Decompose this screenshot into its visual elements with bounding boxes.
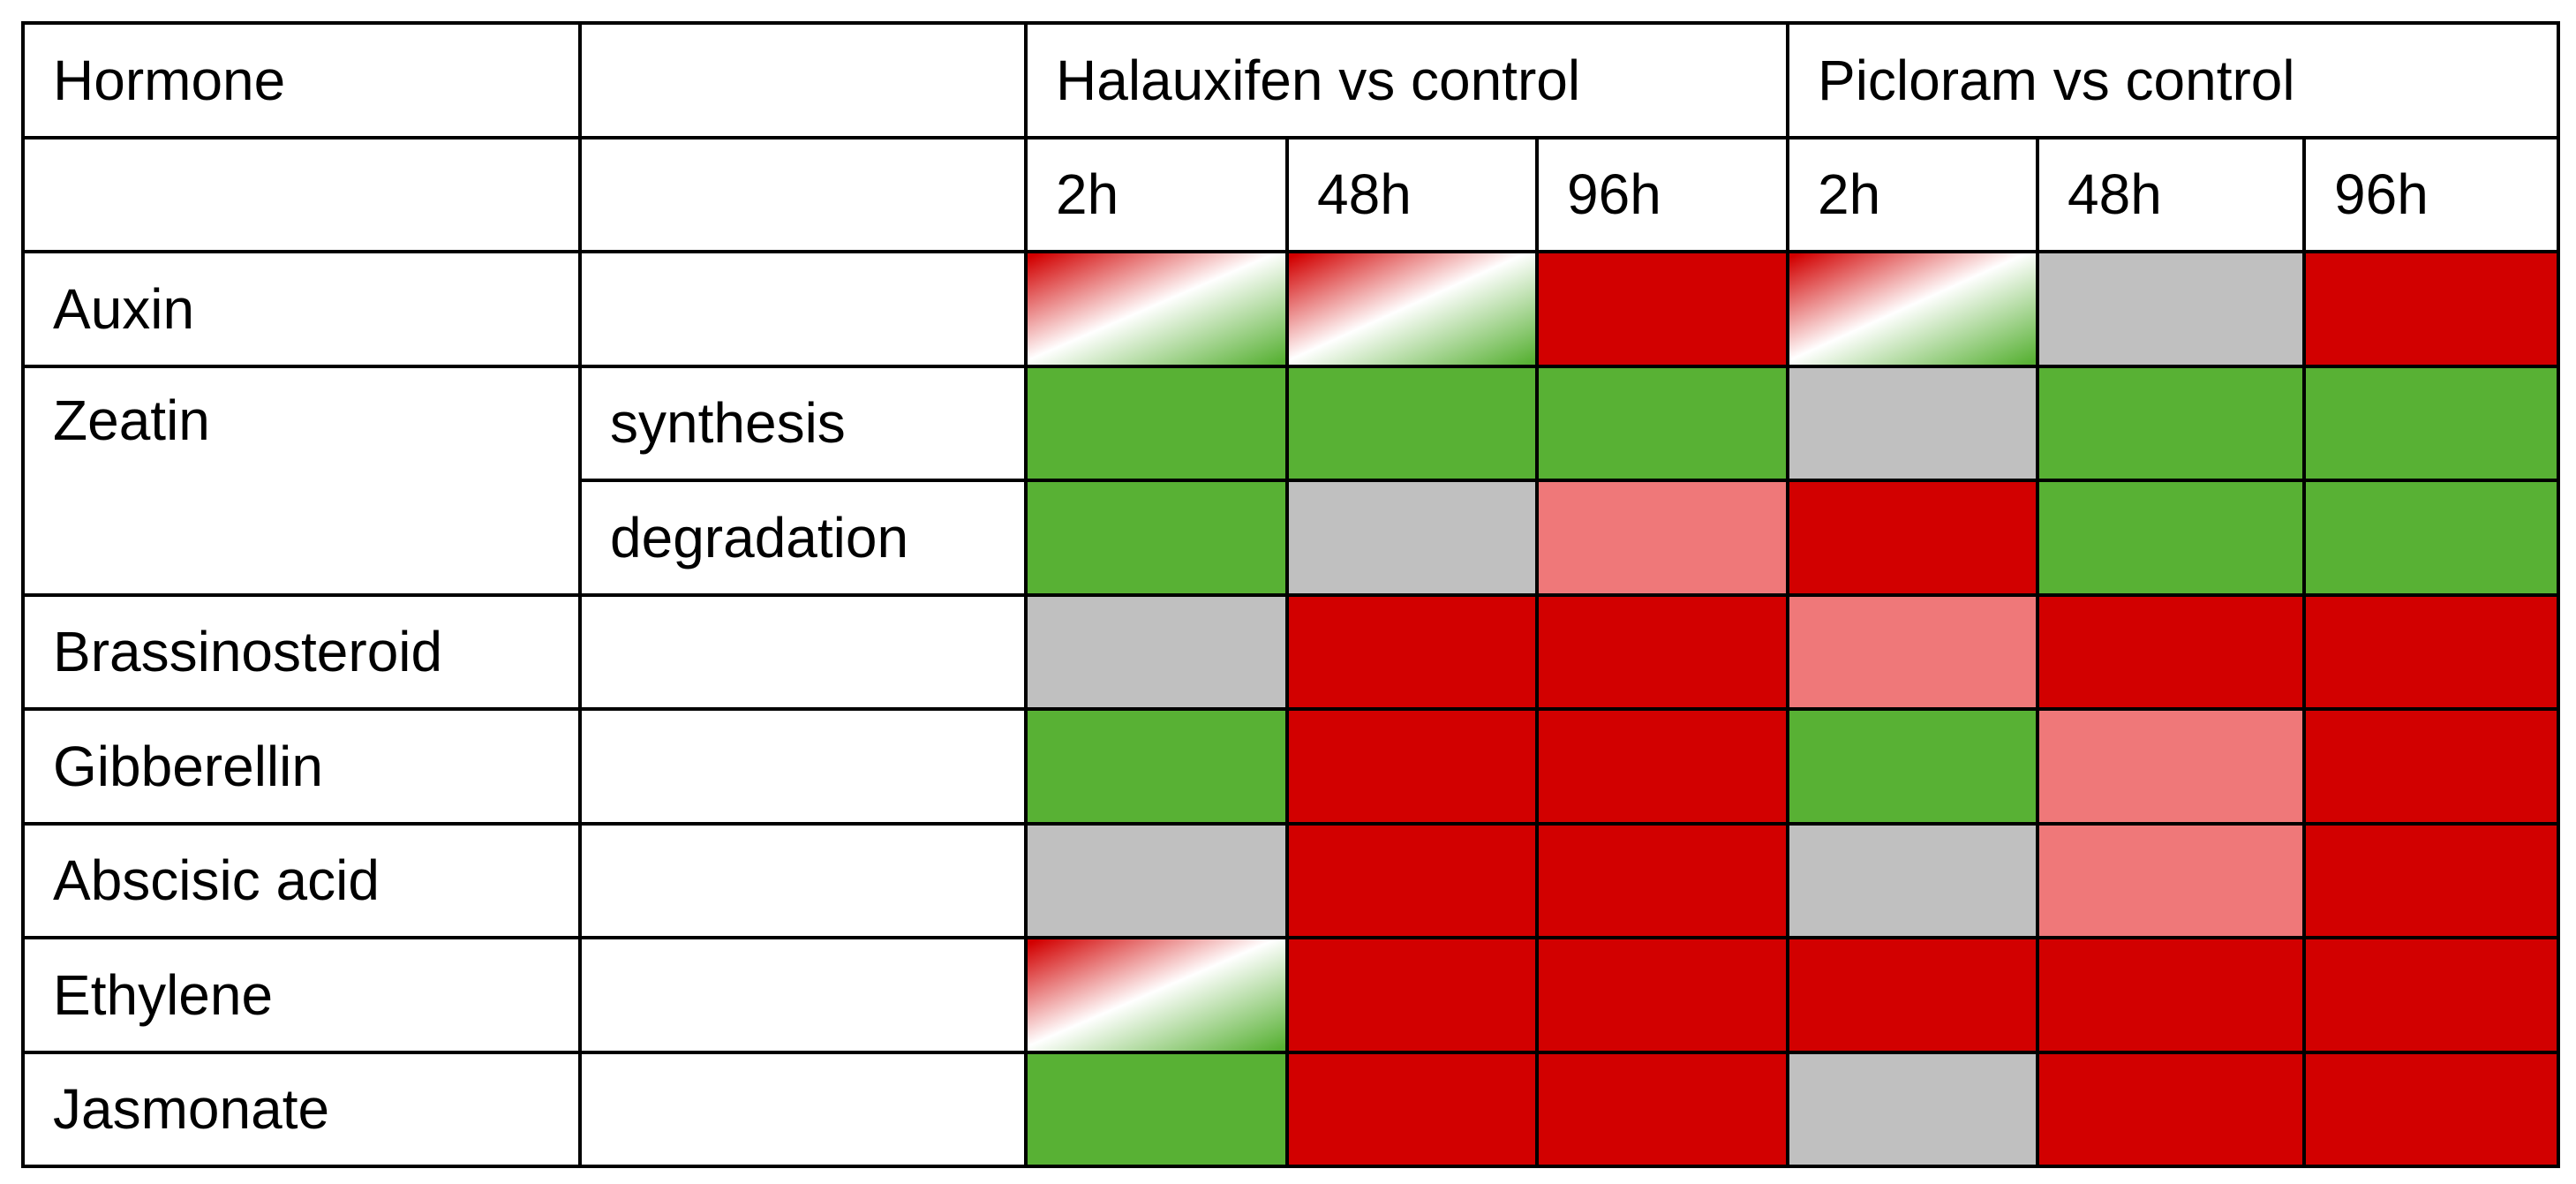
subtype-header — [578, 21, 1028, 140]
heatmap-cell-halauxifen-48h — [1285, 707, 1539, 826]
timepoint-header-halauxifen-48h: 48h — [1285, 135, 1539, 253]
heatmap-cell-halauxifen-2h — [1024, 479, 1289, 597]
heatmap-cell-halauxifen-48h — [1285, 479, 1539, 597]
subtype-label-empty — [578, 592, 1028, 711]
heatmap-cell-halauxifen-96h — [1534, 592, 1790, 711]
heatmap-cell-halauxifen-2h — [1024, 936, 1289, 1054]
subtype-label-empty — [578, 707, 1028, 826]
timepoint-header-halauxifen-96h: 96h — [1534, 135, 1790, 253]
heatmap-cell-picloram-2h — [1786, 1050, 2040, 1168]
heatmap-cell-picloram-48h — [2036, 592, 2307, 711]
heatmap-body: Hormone Halauxifen vs control Picloram v… — [21, 21, 2561, 1168]
subtype-label-empty — [578, 821, 1028, 939]
heatmap-cell-picloram-96h — [2302, 821, 2561, 939]
subtype-label-synthesis: synthesis — [578, 364, 1028, 482]
heatmap-cell-halauxifen-48h — [1285, 936, 1539, 1054]
hormone-label-gibberellin: Gibberellin — [21, 707, 582, 826]
heatmap-cell-picloram-2h — [1786, 707, 2040, 826]
heatmap-cell-picloram-48h — [2036, 936, 2307, 1054]
heatmap-cell-halauxifen-48h — [1285, 821, 1539, 939]
timepoint-header-halauxifen-2h: 2h — [1024, 135, 1289, 253]
heatmap-row: Ethylene — [21, 936, 2561, 1054]
subtype-label-degradation: degradation — [578, 479, 1028, 597]
heatmap-row: Gibberellin — [21, 707, 2561, 826]
heatmap-cell-picloram-96h — [2302, 479, 2561, 597]
hormone-label-jasmonate: Jasmonate — [21, 1050, 582, 1168]
heatmap-cell-picloram-48h — [2036, 364, 2307, 482]
heatmap-cell-picloram-48h — [2036, 821, 2307, 939]
subtype-label-empty — [578, 936, 1028, 1054]
heatmap-cell-picloram-2h — [1786, 250, 2040, 368]
timepoint-header-picloram-48h: 48h — [2036, 135, 2307, 253]
heatmap-cell-picloram-96h — [2302, 592, 2561, 711]
heatmap-cell-picloram-48h — [2036, 707, 2307, 826]
heatmap-cell-halauxifen-2h — [1024, 707, 1289, 826]
heatmap-cell-halauxifen-96h — [1534, 821, 1790, 939]
heatmap-cell-picloram-96h — [2302, 1050, 2561, 1168]
heatmap-cell-halauxifen-2h — [1024, 364, 1289, 482]
heatmap-cell-picloram-2h — [1786, 592, 2040, 711]
group-header-halauxifen: Halauxifen vs control — [1023, 21, 1790, 140]
heatmap-row: degradation — [23, 479, 2561, 597]
heatmap-cell-halauxifen-96h — [1534, 1050, 1790, 1168]
timepoint-header-empty — [21, 135, 582, 253]
heatmap-cell-picloram-96h — [2302, 936, 2561, 1054]
row-label-header: Hormone — [21, 21, 582, 140]
heatmap-cell-halauxifen-96h — [1534, 250, 1790, 368]
timepoint-header-picloram-96h: 96h — [2302, 135, 2561, 253]
heatmap-cell-picloram-2h — [1786, 479, 2040, 597]
group-header-picloram: Picloram vs control — [1786, 21, 2561, 140]
heatmap-cell-halauxifen-2h — [1024, 592, 1289, 711]
heatmap-cell-halauxifen-96h — [1534, 707, 1790, 826]
heatmap-cell-picloram-48h — [2036, 479, 2307, 597]
hormone-heatmap-table: Hormone Halauxifen vs control Picloram v… — [21, 21, 2561, 1168]
heatmap-cell-picloram-2h — [1786, 821, 2040, 939]
group-header-row: Hormone Halauxifen vs control Picloram v… — [21, 21, 2561, 140]
hormone-label-abscisic-acid: Abscisic acid — [21, 821, 582, 939]
heatmap-row: Zeatin synthesis — [21, 364, 2561, 597]
subtype-label-empty — [578, 1050, 1028, 1168]
heatmap-row: Jasmonate — [21, 1050, 2561, 1168]
heatmap-cell-picloram-2h — [1786, 936, 2040, 1054]
heatmap-cell-picloram-96h — [2302, 707, 2561, 826]
hormone-label-auxin: Auxin — [21, 250, 582, 368]
timepoint-header-row: 2h 48h 96h 2h 48h 96h — [21, 135, 2561, 253]
heatmap-cell-halauxifen-2h — [1024, 250, 1289, 368]
heatmap-cell-picloram-48h — [2036, 1050, 2307, 1168]
hormone-label-zeatin: Zeatin — [21, 364, 582, 597]
heatmap-cell-picloram-48h — [2036, 250, 2307, 368]
heatmap-cell-halauxifen-96h — [1534, 479, 1790, 597]
heatmap-cell-picloram-96h — [2302, 364, 2561, 482]
hormone-label-ethylene: Ethylene — [21, 936, 582, 1054]
heatmap-cell-picloram-96h — [2302, 250, 2561, 368]
heatmap-cell-halauxifen-48h — [1285, 250, 1539, 368]
subtype-label-empty — [578, 250, 1028, 368]
heatmap-row: Brassinosteroid — [21, 592, 2561, 711]
heatmap-cell-halauxifen-2h — [1024, 1050, 1289, 1168]
timepoint-header-picloram-2h: 2h — [1786, 135, 2040, 253]
heatmap-row: Abscisic acid — [21, 821, 2561, 939]
heatmap-cell-halauxifen-96h — [1534, 364, 1790, 482]
heatmap-cell-halauxifen-48h — [1285, 1050, 1539, 1168]
heatmap-cell-halauxifen-48h — [1285, 364, 1539, 482]
heatmap-row: Auxin — [21, 250, 2561, 368]
hormone-label-brassinosteroid: Brassinosteroid — [21, 592, 582, 711]
timepoint-header-empty — [578, 135, 1028, 253]
heatmap-cell-halauxifen-96h — [1534, 936, 1790, 1054]
heatmap-cell-halauxifen-2h — [1024, 821, 1289, 939]
heatmap-cell-picloram-2h — [1786, 364, 2040, 482]
heatmap-cell-halauxifen-48h — [1285, 592, 1539, 711]
